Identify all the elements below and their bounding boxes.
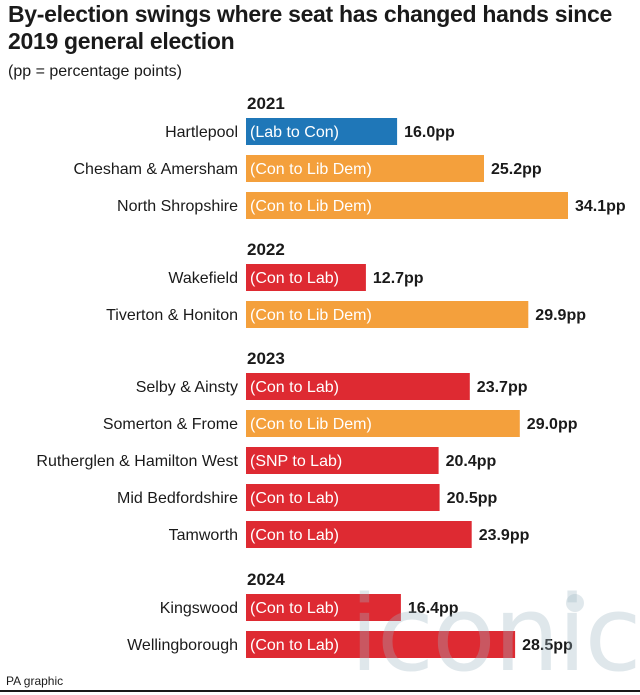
seat-label: Kingswood xyxy=(160,600,238,617)
swing-label: (Con to Lib Dem) xyxy=(250,161,372,178)
bar xyxy=(246,192,568,219)
year-heading: 2022 xyxy=(247,240,285,259)
value-label: 16.0pp xyxy=(404,124,455,141)
value-label: 28.5pp xyxy=(522,637,573,654)
bottom-rule xyxy=(0,690,640,692)
seat-label: Hartlepool xyxy=(165,124,238,141)
bar xyxy=(246,484,440,511)
value-label: 29.9pp xyxy=(535,307,586,324)
swing-label: (Con to Lab) xyxy=(250,527,339,544)
bar xyxy=(246,301,529,328)
seat-label: Tiverton & Honiton xyxy=(106,307,238,324)
swing-label: (Con to Lab) xyxy=(250,270,339,287)
seat-label: Mid Bedfordshire xyxy=(117,490,238,507)
chart-subtitle: (pp = percentage points) xyxy=(8,63,182,80)
swing-label: (Con to Lib Dem) xyxy=(250,307,372,324)
value-label: 20.4pp xyxy=(446,453,497,470)
swing-label: (Con to Lib Dem) xyxy=(250,198,372,215)
swing-label: (Con to Lab) xyxy=(250,379,339,396)
value-label: 16.4pp xyxy=(408,600,459,617)
value-label: 20.5pp xyxy=(447,490,498,507)
bar xyxy=(246,521,472,548)
bar xyxy=(246,594,401,621)
swing-label: (Lab to Con) xyxy=(250,124,339,141)
seat-label: Chesham & Amersham xyxy=(73,161,238,178)
bar xyxy=(246,410,520,437)
value-label: 12.7pp xyxy=(373,270,424,287)
year-heading: 2023 xyxy=(247,349,285,368)
swing-label: (Con to Lab) xyxy=(250,637,339,654)
bar xyxy=(246,631,516,658)
swing-label: (SNP to Lab) xyxy=(250,453,342,470)
swing-label: (Con to Lab) xyxy=(250,490,339,507)
value-label: 23.7pp xyxy=(477,379,528,396)
swing-label: (Con to Lib Dem) xyxy=(250,416,372,433)
value-label: 25.2pp xyxy=(491,161,542,178)
value-label: 34.1pp xyxy=(575,198,626,215)
year-heading: 2021 xyxy=(247,94,285,113)
seat-label: Wellingborough xyxy=(127,637,238,654)
seat-label: Tamworth xyxy=(169,527,238,544)
seat-label: Rutherglen & Hamilton West xyxy=(36,453,238,470)
bar xyxy=(246,264,366,291)
swing-label: (Con to Lab) xyxy=(250,600,339,617)
watermark-dot xyxy=(566,594,584,612)
seat-label: Somerton & Frome xyxy=(103,416,238,433)
value-label: 29.0pp xyxy=(527,416,578,433)
seat-label: North Shropshire xyxy=(117,198,238,215)
year-heading: 2024 xyxy=(247,570,285,589)
value-label: 23.9pp xyxy=(479,527,530,544)
bar xyxy=(246,118,398,145)
seat-label: Selby & Ainsty xyxy=(136,379,238,396)
bar xyxy=(246,447,439,474)
source-credit: PA graphic xyxy=(6,674,64,688)
bar xyxy=(246,155,484,182)
chart-title: By-election swings where seat has change… xyxy=(8,1,613,54)
bar xyxy=(246,373,470,400)
seat-label: Wakefield xyxy=(168,270,238,287)
